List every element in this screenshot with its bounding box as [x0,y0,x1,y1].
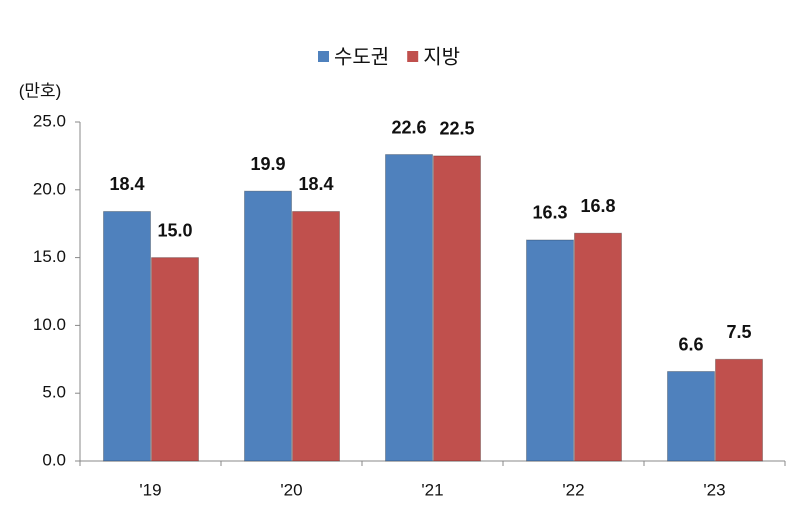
x-tick-label: '23 [703,480,725,499]
bar [433,155,481,462]
value-label: 16.8 [580,196,615,216]
y-tick-label: 25.0 [33,111,66,130]
x-tick-label: '22 [562,480,584,499]
y-tick-label: 15.0 [33,247,66,266]
value-label: 22.6 [391,117,426,137]
bar [715,358,763,462]
bar [526,239,574,462]
bar [103,210,151,462]
y-axis-label: (만호) [19,81,62,100]
value-label: 15.0 [157,220,192,240]
value-label: 16.3 [532,203,567,223]
bar [574,232,622,462]
bar [244,190,292,462]
bar [385,154,433,462]
y-tick-label: 5.0 [42,383,66,402]
legend-label: 수도권 [334,45,389,68]
x-tick-label: '19 [139,480,161,499]
legend-label: 지방 [423,45,460,68]
value-label: 7.5 [726,322,751,342]
legend-swatch [318,51,329,62]
value-label: 6.6 [678,334,703,354]
value-label: 19.9 [250,154,285,174]
value-label: 18.4 [109,174,144,194]
x-tick-label: '21 [421,480,443,499]
value-label: 22.5 [439,119,474,139]
bar [292,210,340,462]
y-tick-label: 0.0 [42,450,66,469]
legend-swatch [407,51,419,62]
y-tick-label: 10.0 [33,315,66,334]
value-label: 18.4 [298,174,333,194]
bar [667,371,715,462]
bar [151,257,199,462]
y-tick-label: 20.0 [33,179,66,198]
x-tick-label: '20 [280,480,302,499]
